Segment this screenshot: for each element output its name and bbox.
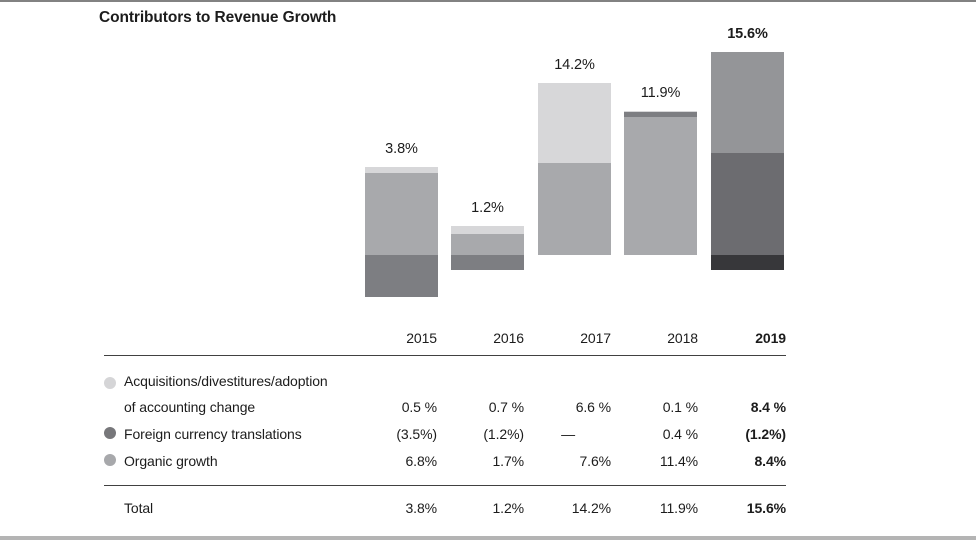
- bar-segment-2015-neg0: [365, 255, 438, 298]
- bar-segment-2017-pos0: [538, 83, 611, 164]
- organic-growth-value-2017: 7.6%: [579, 453, 611, 469]
- table-row-organic-growth: Organic growth 6.8% 1.7% 7.6% 11.4% 8.4%: [0, 453, 976, 471]
- total-value-2015: 3.8%: [405, 500, 437, 516]
- total-value-2019: 15.6%: [746, 500, 786, 516]
- table-header-row: 2015 2016 2017 2018 2019: [0, 330, 976, 348]
- table-row-total: Total 3.8% 1.2% 14.2% 11.9% 15.6%: [0, 500, 976, 518]
- table-row-foreign-currency: Foreign currency translations (3.5%) (1.…: [0, 426, 976, 444]
- table-row-acquisitions-line1: Acquisitions/divestitures/adoption: [0, 373, 976, 391]
- organic-growth-value-2019: 8.4%: [754, 453, 786, 469]
- bar-segment-2019-neg0: [711, 255, 784, 270]
- top-divider: [0, 0, 976, 2]
- organic-growth-value-2018: 11.4%: [659, 453, 698, 469]
- table-row-acquisitions-line2: of accounting change 0.5 % 0.7 % 6.6 % 0…: [0, 399, 976, 417]
- legend-dot-foreign-currency-icon: [104, 427, 116, 439]
- acquisitions-label-line2: of accounting change: [124, 399, 256, 415]
- foreign-currency-value-2017: —: [561, 426, 575, 442]
- bar-segment-2015-pos0: [365, 166, 438, 173]
- bar-value-label-2016: 1.2%: [471, 199, 504, 216]
- organic-growth-value-2015: 6.8%: [405, 453, 437, 469]
- foreign-currency-value-2018: 0.4 %: [662, 426, 698, 442]
- bar-segment-2019-pos0: [711, 51, 784, 154]
- bottom-divider: [0, 536, 976, 540]
- foreign-currency-value-2015: (3.5%): [396, 426, 437, 442]
- bar-segment-2019-pos1: [711, 153, 784, 255]
- year-header-2019: 2019: [755, 330, 786, 346]
- year-header-2015: 2015: [406, 330, 437, 346]
- bar-value-label-2019: 15.6%: [727, 25, 768, 42]
- acquisitions-value-2018: 0.1 %: [662, 399, 698, 415]
- foreign-currency-value-2019: (1.2%): [745, 426, 786, 442]
- total-value-2018: 11.9%: [659, 500, 698, 516]
- total-value-2017: 14.2%: [571, 500, 611, 516]
- bar-segment-2018-pos1: [624, 112, 697, 118]
- bar-segment-2018-pos0: [624, 111, 697, 113]
- chart-title: Contributors to Revenue Growth: [99, 9, 337, 26]
- year-header-2016: 2016: [493, 330, 524, 346]
- bar-value-label-2015: 3.8%: [385, 140, 418, 157]
- legend-dot-acquisitions-icon: [104, 377, 116, 389]
- total-divider: [104, 485, 786, 486]
- acquisitions-value-2017: 6.6 %: [575, 399, 611, 415]
- bar-segment-2016-neg0: [451, 255, 524, 270]
- bar-segment-2015-pos1: [365, 172, 438, 255]
- bar-segment-2018-pos2: [624, 117, 697, 255]
- organic-growth-value-2016: 1.7%: [492, 453, 524, 469]
- year-header-2018: 2018: [667, 330, 698, 346]
- foreign-currency-label: Foreign currency translations: [124, 426, 302, 442]
- acquisitions-value-2015: 0.5 %: [401, 399, 437, 415]
- bar-segment-2016-pos0: [451, 225, 524, 235]
- total-label: Total: [124, 500, 154, 516]
- organic-growth-label: Organic growth: [124, 453, 218, 469]
- bar-value-label-2018: 11.9%: [640, 85, 681, 101]
- bar-value-label-2017: 14.2%: [554, 57, 595, 74]
- foreign-currency-value-2016: (1.2%): [483, 426, 524, 442]
- header-divider: [104, 355, 786, 356]
- acquisitions-value-2016: 0.7 %: [488, 399, 524, 415]
- bar-segment-2017-pos1: [538, 163, 611, 255]
- year-header-2017: 2017: [580, 330, 611, 346]
- acquisitions-value-2019: 8.4 %: [750, 399, 786, 415]
- bar-segment-2016-pos1: [451, 234, 524, 255]
- acquisitions-label-line1: Acquisitions/divestitures/adoption: [124, 373, 328, 389]
- legend-dot-organic-growth-icon: [104, 454, 116, 466]
- total-value-2016: 1.2%: [492, 500, 524, 516]
